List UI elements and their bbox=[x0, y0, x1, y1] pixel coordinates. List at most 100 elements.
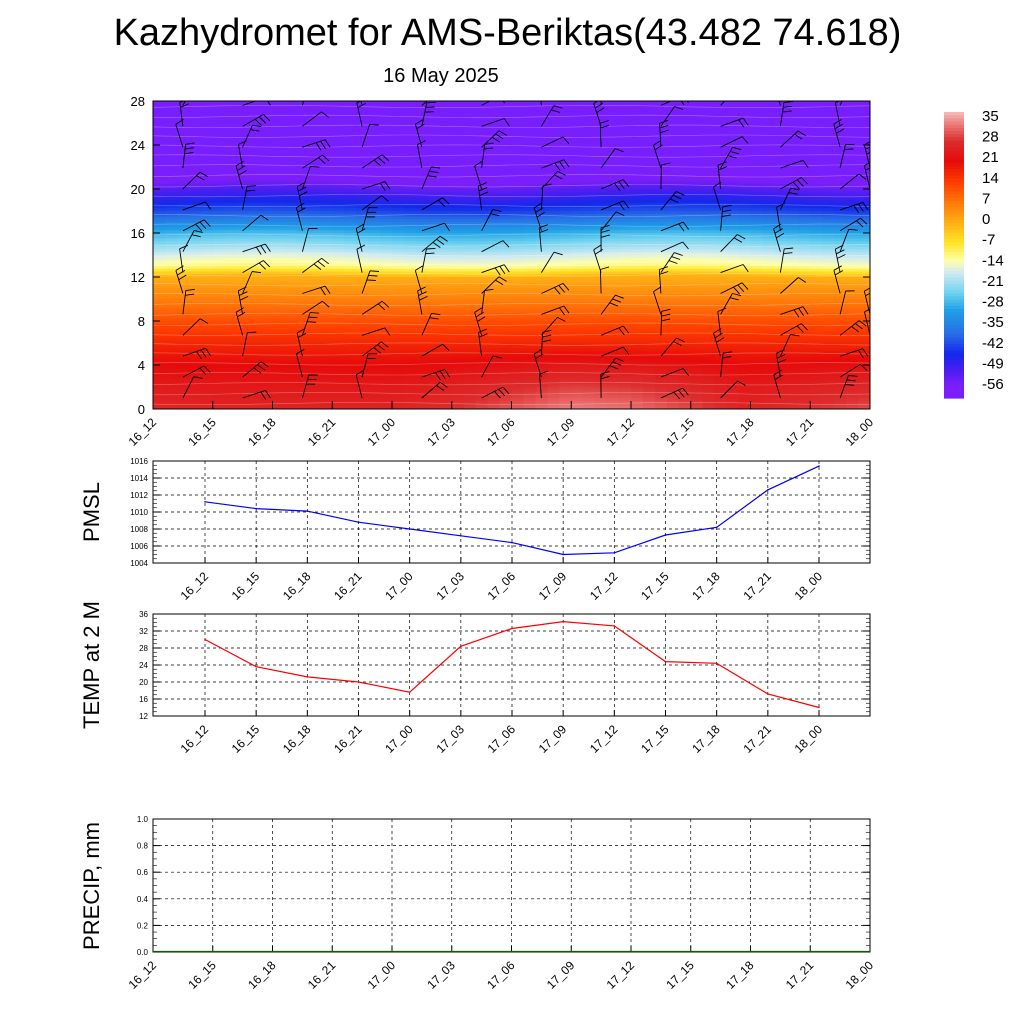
heatmap-cell bbox=[344, 387, 357, 391]
heatmap-cell bbox=[559, 114, 572, 119]
heatmap-cell bbox=[344, 178, 357, 182]
heatmap-cell bbox=[368, 150, 381, 154]
heatmap-cell bbox=[427, 310, 441, 314]
heatmap-cell bbox=[236, 200, 250, 204]
heatmap-cell bbox=[212, 296, 226, 300]
heatmap-cell bbox=[153, 277, 166, 281]
heatmap-cell bbox=[583, 197, 596, 201]
heatmap-cell bbox=[595, 285, 608, 289]
heatmap-cell bbox=[571, 389, 584, 394]
heatmap-cell bbox=[463, 362, 477, 366]
heatmap-cell bbox=[559, 136, 572, 141]
heatmap-cell bbox=[511, 106, 525, 110]
heatmap-cell bbox=[475, 268, 489, 273]
heatmap-cell bbox=[176, 315, 190, 319]
heatmap-cell bbox=[511, 345, 525, 350]
heatmap-cell bbox=[176, 189, 190, 193]
heatmap-cell bbox=[224, 299, 238, 303]
heatmap-cell bbox=[642, 293, 656, 297]
heatmap-cell bbox=[224, 216, 238, 220]
heatmap-cell bbox=[451, 172, 465, 176]
heatmap-cell bbox=[631, 200, 644, 204]
heatmap-cell bbox=[415, 373, 429, 377]
heatmap-cell bbox=[248, 106, 262, 110]
heatmap-cell bbox=[631, 299, 644, 303]
heatmap-cell bbox=[380, 125, 393, 130]
heatmap-cell bbox=[153, 271, 166, 275]
heatmap-cell bbox=[571, 238, 584, 242]
heatmap-cell bbox=[499, 359, 513, 363]
heatmap-cell bbox=[487, 180, 501, 185]
heatmap-cell bbox=[368, 125, 381, 130]
heatmap-cell bbox=[559, 202, 572, 207]
heatmap-cell bbox=[463, 406, 477, 409]
heatmap-cell bbox=[499, 310, 513, 314]
heatmap-cell bbox=[248, 285, 262, 289]
heatmap-cell bbox=[296, 310, 309, 314]
heatmap-cell bbox=[188, 241, 202, 245]
heatmap-cell bbox=[188, 219, 202, 223]
heatmap-cell bbox=[463, 117, 477, 121]
heatmap-cell bbox=[260, 249, 274, 253]
heatmap-cell bbox=[642, 321, 656, 325]
heatmap-cell bbox=[415, 120, 429, 124]
heatmap-cell bbox=[451, 367, 465, 372]
heatmap-cell bbox=[583, 183, 596, 187]
heatmap-cell bbox=[439, 167, 453, 171]
heatmap-cell bbox=[642, 279, 656, 284]
heatmap-cell bbox=[392, 304, 405, 308]
heatmap-cell bbox=[475, 189, 489, 193]
heatmap-cell bbox=[487, 329, 501, 333]
heatmap-cell bbox=[451, 142, 465, 146]
heatmap-cell bbox=[272, 326, 286, 330]
heatmap-cell bbox=[392, 205, 405, 209]
heatmap-cell bbox=[200, 200, 214, 204]
heatmap-cell bbox=[164, 233, 178, 237]
heatmap-cell bbox=[200, 114, 214, 119]
heatmap-cell bbox=[583, 376, 596, 380]
heatmap-cell bbox=[368, 202, 381, 207]
heatmap-cell bbox=[320, 307, 333, 311]
heatmap-cell bbox=[439, 139, 453, 143]
heatmap-cell bbox=[272, 147, 286, 152]
heatmap-cell bbox=[200, 147, 214, 152]
heatmap-cell bbox=[272, 260, 286, 264]
heatmap-cell bbox=[571, 370, 584, 374]
heatmap-cell bbox=[487, 367, 501, 372]
heatmap-cell bbox=[272, 359, 286, 363]
heatmap-cell bbox=[547, 332, 560, 336]
heatmap-cell bbox=[212, 169, 226, 174]
heatmap-cell bbox=[547, 376, 560, 380]
heatmap-cell bbox=[415, 230, 429, 234]
heatmap-cell bbox=[427, 172, 441, 176]
heatmap-cell bbox=[380, 145, 393, 149]
heatmap-cell bbox=[392, 268, 405, 273]
heatmap-cell bbox=[272, 345, 286, 350]
heatmap-cell bbox=[451, 359, 465, 363]
heatmap-cell bbox=[666, 334, 680, 339]
heatmap-cell bbox=[463, 202, 477, 207]
heatmap-cell bbox=[284, 101, 297, 105]
heatmap-cell bbox=[547, 395, 560, 399]
heatmap-cell bbox=[368, 136, 381, 141]
heatmap-cell bbox=[200, 191, 214, 196]
heatmap-cell bbox=[260, 285, 274, 289]
heatmap-cell bbox=[320, 101, 333, 105]
heatmap-cell bbox=[666, 178, 680, 182]
heatmap-cell bbox=[356, 200, 369, 204]
heatmap-cell bbox=[631, 194, 644, 198]
heatmap-cell bbox=[392, 158, 405, 163]
heatmap-cell bbox=[631, 395, 644, 399]
heatmap-cell bbox=[439, 274, 453, 278]
heatmap-cell bbox=[595, 112, 608, 116]
heatmap-cell bbox=[224, 238, 238, 242]
heatmap-cell bbox=[332, 282, 345, 286]
heatmap-cell bbox=[176, 233, 190, 237]
heatmap-cell bbox=[368, 323, 381, 328]
heatmap-cell bbox=[439, 101, 453, 105]
heatmap-cell bbox=[451, 205, 465, 209]
heatmap-cell bbox=[176, 172, 190, 176]
heatmap-cell bbox=[607, 131, 620, 135]
heatmap-cell bbox=[607, 238, 620, 242]
heatmap-cell bbox=[236, 367, 250, 372]
